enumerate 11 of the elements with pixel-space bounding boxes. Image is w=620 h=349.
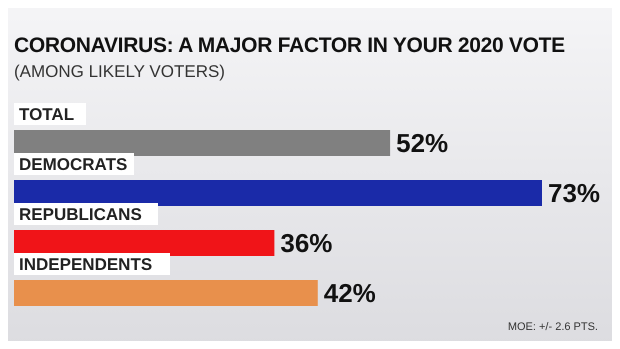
- y-tick-label: INDEPENDENTS: [19, 255, 152, 274]
- y-tick-label: DEMOCRATS: [19, 155, 128, 174]
- y-tick-label: TOTAL: [19, 105, 74, 124]
- data-label: 42%: [324, 278, 376, 308]
- chart-title: CORONAVIRUS: A MAJOR FACTOR IN YOUR 2020 VOTE: [14, 34, 565, 58]
- text: MOE: +/- 2.6 PTS.: [508, 321, 598, 333]
- data-label: 52%: [396, 128, 448, 158]
- chart-subtitle: (AMONG LIKELY VOTERS): [14, 62, 225, 82]
- data-label: 36%: [280, 228, 332, 258]
- y-tick-label: REPUBLICANS: [19, 205, 142, 224]
- data-label: 73%: [548, 178, 600, 208]
